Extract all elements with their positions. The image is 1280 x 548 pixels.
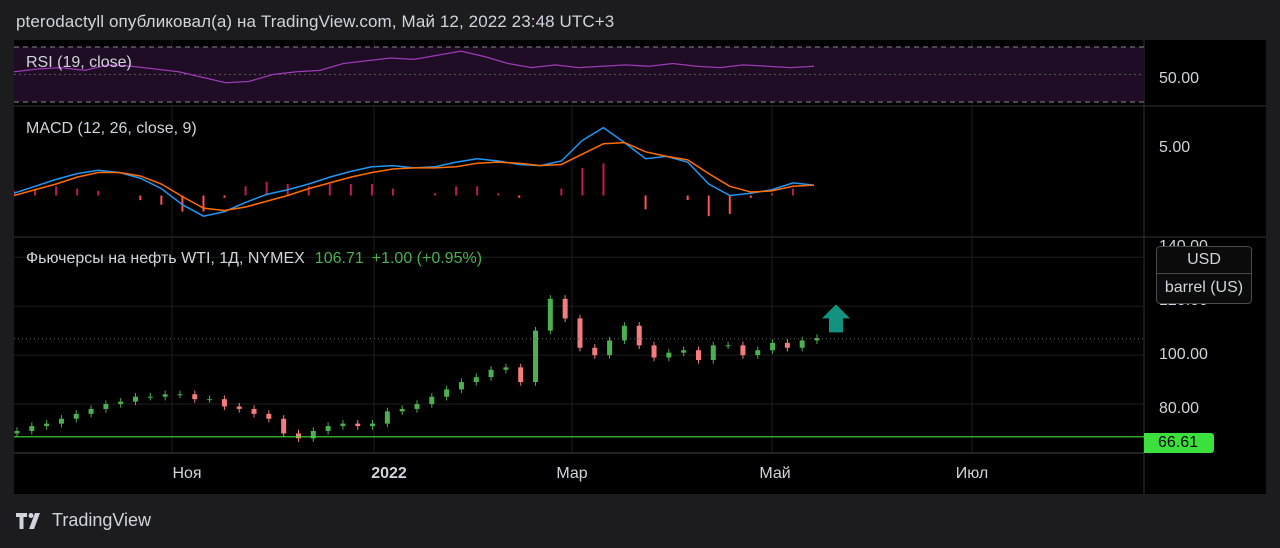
price-axis-label-80: 80.00 bbox=[1159, 400, 1200, 417]
candle-body bbox=[162, 394, 168, 397]
x-label-nov: Ноя bbox=[172, 465, 202, 482]
candle-body bbox=[58, 418, 64, 424]
candle-body bbox=[133, 396, 139, 402]
candle-body bbox=[651, 345, 657, 358]
candle-body bbox=[695, 350, 701, 361]
footer-brand-text: TradingView bbox=[52, 510, 152, 530]
candle-body bbox=[251, 408, 257, 414]
price-legend: Фьючерсы на нефть WTI, 1Д, NYMEX 106.71 +1… bbox=[26, 250, 482, 268]
macd-legend: MACD (12, 26, close, 9) bbox=[26, 120, 197, 137]
candle-body bbox=[236, 406, 242, 409]
candle-body bbox=[636, 325, 642, 346]
candle-body bbox=[533, 330, 539, 383]
candle-body bbox=[399, 408, 405, 412]
x-label-mar: Мар bbox=[556, 465, 588, 482]
candle-body bbox=[355, 423, 361, 427]
candle-body bbox=[221, 399, 227, 407]
candle-body bbox=[488, 369, 494, 378]
candle-body bbox=[681, 350, 687, 353]
rsi-legend: RSI (19, close) bbox=[26, 54, 132, 71]
candle-body bbox=[710, 345, 716, 361]
price-change: +1.00 (+0.95%) bbox=[371, 250, 483, 267]
candle-body bbox=[458, 382, 464, 390]
candle-body bbox=[740, 345, 746, 356]
candle-body bbox=[577, 318, 583, 348]
publish-header: pterodactyll опубликовал(а) на TradingVi… bbox=[16, 12, 615, 31]
candle-body bbox=[621, 325, 627, 341]
arrow-up-icon bbox=[822, 304, 850, 333]
macd-line bbox=[14, 126, 815, 217]
chart-frame[interactable]: RSI (19, close) MACD (12, 26, close, 9) … bbox=[14, 40, 1266, 494]
x-label-jul: Июл bbox=[955, 465, 989, 482]
candle-body bbox=[725, 345, 731, 347]
candle-body bbox=[547, 298, 553, 331]
candle-body bbox=[444, 389, 450, 397]
candle-body bbox=[147, 396, 153, 398]
candle-body bbox=[340, 423, 346, 427]
candle-body bbox=[325, 426, 331, 431]
candle-body bbox=[281, 418, 287, 434]
chart-svg[interactable] bbox=[14, 40, 1266, 494]
candle-body bbox=[814, 337, 820, 341]
unit-currency[interactable]: USD bbox=[1157, 247, 1251, 274]
candle-body bbox=[14, 430, 20, 434]
footer-brand[interactable]: TradingView bbox=[16, 510, 151, 531]
candle-body bbox=[518, 367, 524, 383]
candle-body bbox=[44, 423, 50, 427]
unit-measure[interactable]: barrel (US) bbox=[1164, 279, 1244, 296]
unit-selector[interactable]: USD barrel (US) bbox=[1156, 246, 1252, 304]
candle-body bbox=[29, 426, 35, 431]
symbol-name: Фьючерсы на нефть WTI, 1Д, NYMEX bbox=[26, 250, 305, 267]
x-label-may: Май bbox=[759, 465, 791, 482]
candle-body bbox=[770, 342, 776, 351]
candle-body bbox=[666, 352, 672, 358]
macd-axis-label: 5.00 bbox=[1159, 139, 1191, 156]
candle-body bbox=[73, 413, 79, 419]
candle-body bbox=[88, 408, 94, 414]
candle-body bbox=[295, 433, 301, 439]
last-price: 106.71 bbox=[314, 250, 364, 267]
horizontal-line-price-tag: 66.61 bbox=[1144, 433, 1214, 453]
price-axis-label-100: 100.00 bbox=[1159, 346, 1208, 363]
candle-body bbox=[607, 340, 613, 356]
candle-body bbox=[429, 396, 435, 405]
x-label-2022: 2022 bbox=[371, 465, 407, 482]
candle-body bbox=[503, 367, 509, 370]
tradingview-logo-icon bbox=[16, 512, 40, 529]
candle-body bbox=[192, 394, 198, 400]
signal-line bbox=[14, 141, 815, 212]
candle-body bbox=[414, 404, 420, 409]
candle-body bbox=[370, 423, 376, 427]
candle-body bbox=[177, 394, 183, 396]
candle-body bbox=[592, 347, 598, 356]
candle-body bbox=[562, 298, 568, 319]
candle-body bbox=[118, 401, 124, 405]
candle-body bbox=[473, 377, 479, 383]
candle-body bbox=[266, 413, 272, 419]
candle-body bbox=[799, 340, 805, 348]
candle-body bbox=[384, 411, 390, 424]
rsi-axis-label: 50.00 bbox=[1159, 70, 1200, 87]
rsi-line bbox=[14, 50, 815, 84]
candle-body bbox=[755, 350, 761, 356]
candle-body bbox=[207, 399, 213, 401]
candle-body bbox=[784, 342, 790, 348]
candle-body bbox=[310, 430, 316, 439]
candle-body bbox=[103, 404, 109, 409]
